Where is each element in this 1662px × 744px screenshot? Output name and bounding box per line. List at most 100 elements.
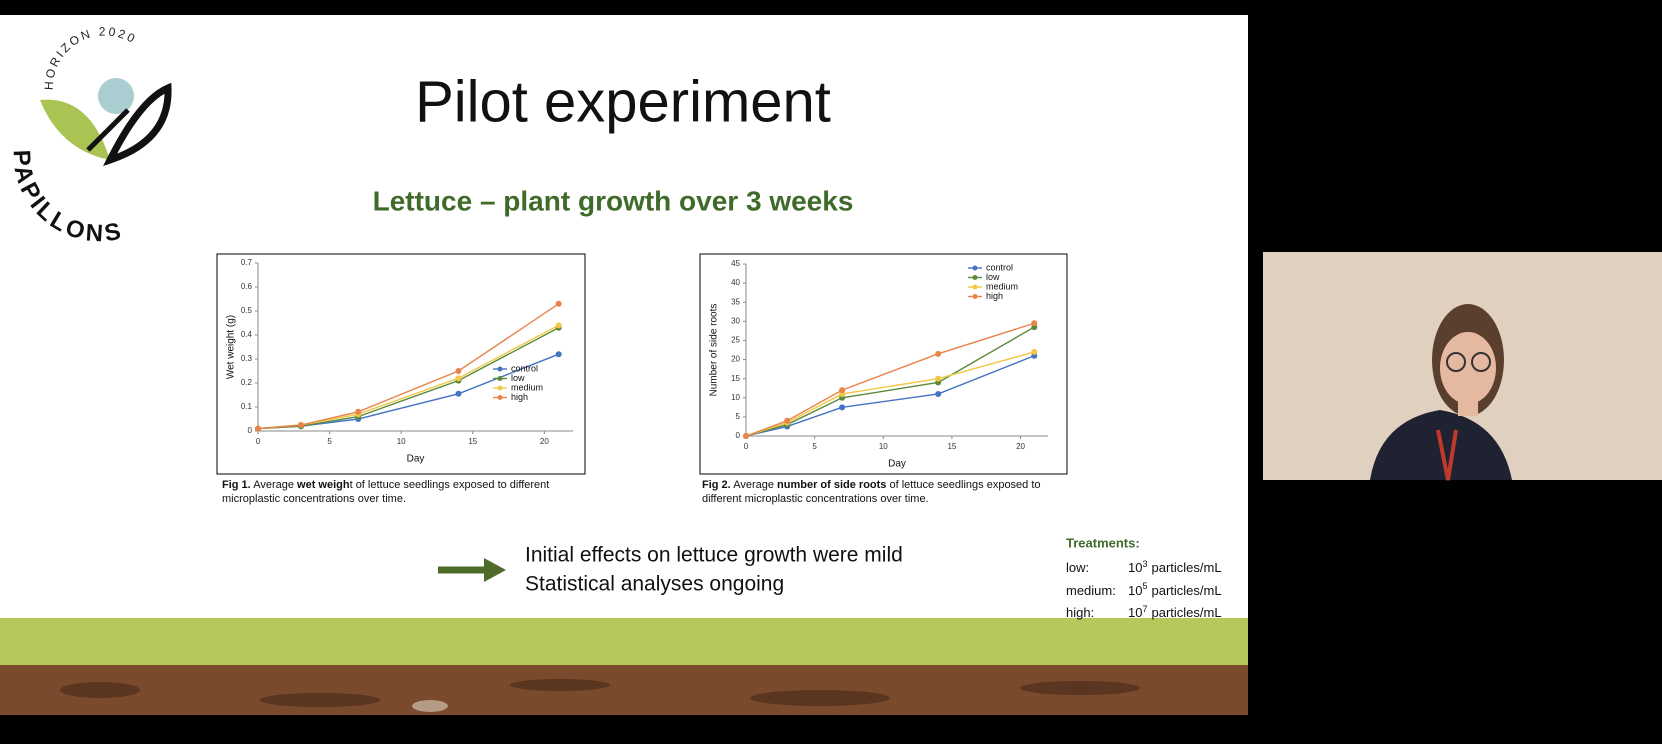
x-tick-label: 20 [1016,442,1025,451]
y-tick-label: 30 [731,316,740,325]
treatment-base: 10 [1128,582,1143,598]
point [935,390,942,397]
x-tick-label: 5 [812,442,817,451]
y-axis-label: Wet weight (g) [226,315,237,379]
point [935,375,942,382]
caption-part: wet weigh [297,479,350,491]
legend-marker [972,294,978,299]
y-tick-label: 0.7 [241,258,253,267]
legend-label: high [511,392,528,402]
webcam [1263,252,1662,481]
treatment-unit: particles/mL [1151,560,1222,576]
caption-part: t of lettuce seedlings exposed to differ… [222,479,550,505]
treatments-title: Treatments: [1066,535,1140,550]
y-tick-label: 0.5 [241,306,253,315]
soil-texture [60,679,1140,712]
x-tick-label: 0 [744,442,749,451]
legend-marker [497,376,503,381]
caption-part: number of side roots [777,479,887,491]
caption: Fig 1. Average wet weight of lettuce see… [222,478,592,506]
point [455,368,462,374]
point [355,408,362,415]
title: Pilot experiment [415,69,831,134]
legend-marker [972,265,978,271]
legend-marker [497,385,503,391]
legend-label: medium [511,382,543,392]
caption-part: Average [253,479,298,491]
x-axis-label: Day [888,459,906,470]
legend-marker [972,284,978,290]
point [297,422,304,428]
x-tick-label: 5 [327,437,332,446]
y-tick-label: 40 [731,278,740,287]
y-tick-label: 0.2 [241,378,253,387]
point [784,417,791,424]
treatment-unit: particles/mL [1151,604,1222,620]
point [839,404,846,411]
x-tick-label: 0 [256,437,261,446]
treatment-label: high: [1066,604,1095,620]
legend-marker [972,275,978,280]
point [935,350,942,357]
treatment-unit: particles/mL [1151,582,1222,598]
chart-frame [216,253,586,475]
caption-part: Average [733,479,778,491]
legend-marker [497,395,503,400]
treatment-row: high: 107 particles/mL [1066,600,1222,622]
y-tick-label: 0.3 [241,354,253,363]
y-tick-label: 45 [731,259,740,268]
y-tick-label: 15 [731,374,740,383]
y-tick-label: 0.4 [241,330,253,339]
point [1031,348,1038,355]
caption-part: Fig 1. [222,479,251,491]
point [555,300,562,307]
y-tick-label: 5 [736,412,741,421]
treatment-row: low: 103 particles/mL [1066,555,1222,577]
treatments: low: 103 particles/mL medium: 105 particles/m… [1066,555,1222,622]
caption-part: Fig 2. [702,479,731,491]
y-axis-label: Number of side roots [709,304,720,397]
caption-part: of lettuce seedlings exposed to differen… [702,479,1041,505]
treatment-exp: 7 [1142,603,1148,614]
treatment-label: low: [1066,560,1090,576]
point [555,322,562,329]
conclusion: Statistical analyses ongoing [525,573,784,596]
x-tick-label: 20 [540,437,549,446]
legend-label: control [986,262,1013,272]
treatment-base: 10 [1128,560,1143,576]
point [455,390,462,397]
x-tick-label: 10 [879,442,888,451]
point [743,433,749,439]
treatment-exp: 3 [1142,559,1148,569]
arrow [438,558,506,582]
green-band [0,618,1248,665]
caption: Fig 2. Average number of side roots of l… [702,478,1072,506]
point [1031,320,1038,327]
legend-label: medium [986,281,1018,291]
y-tick-label: 0 [248,426,253,435]
x-tick-label: 15 [947,442,956,451]
x-axis-label: Day [407,454,425,465]
point [839,387,846,394]
legend-label: low [986,272,1000,282]
subtitle: Lettuce – plant growth over 3 weeks [373,185,854,216]
treatment-exp: 5 [1142,581,1148,592]
point [555,351,562,358]
legend-label: high [986,291,1003,301]
legend-marker [497,366,503,372]
legend-label: low [511,373,525,383]
conclusion: Initial effects on lettuce growth were m… [525,544,903,567]
y-tick-label: 35 [731,297,740,306]
y-tick-label: 0.6 [241,282,253,291]
point [255,425,261,432]
legend-label: control [511,363,538,373]
treatment-label: medium: [1066,582,1116,598]
x-tick-label: 10 [397,437,406,446]
treatment-base: 10 [1128,604,1143,620]
y-tick-label: 0.1 [241,402,253,411]
y-tick-label: 20 [731,355,740,364]
x-tick-label: 15 [468,437,477,446]
treatment-row: medium: 105 particles/mL [1066,577,1222,599]
